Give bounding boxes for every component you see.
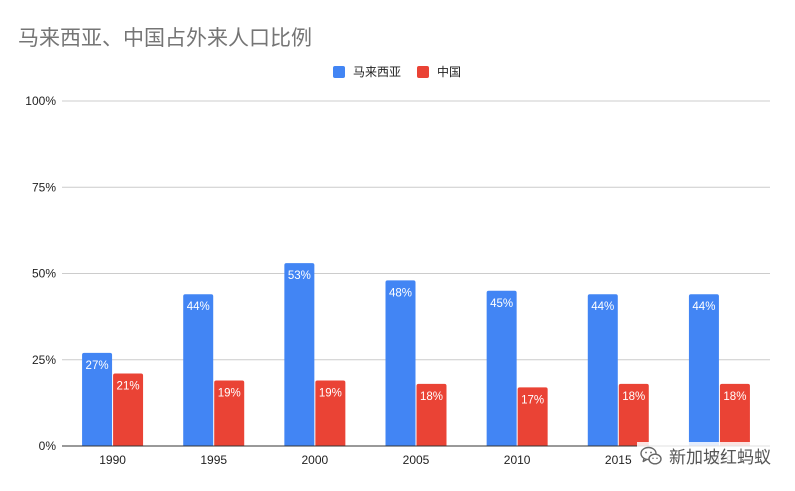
bar <box>688 294 719 446</box>
bar <box>315 380 346 446</box>
chart-title: 马来西亚、中国占外来人口比例 <box>18 26 312 50</box>
y-tick-label: 75% <box>32 180 56 194</box>
data-label: 18% <box>622 391 645 403</box>
legend-swatch <box>333 66 345 78</box>
x-axis-ticks: 1990199520002005201020152019 <box>99 453 733 467</box>
x-tick-label: 2010 <box>504 453 531 467</box>
data-labels: 27% 21% 44% 19% 53% 19% 48% 18% 45% 17% 44% 18% 44% 1… <box>86 270 747 406</box>
data-label: 44% <box>591 301 614 313</box>
y-axis-ticks: 0% 25% 50% 75% 100% <box>25 94 56 453</box>
data-label: 17% <box>521 394 544 406</box>
data-label: 18% <box>723 391 746 403</box>
y-tick-label: 100% <box>25 94 56 108</box>
bar <box>618 383 649 446</box>
bar <box>385 280 416 446</box>
x-tick-label: 2015 <box>605 453 632 467</box>
data-label: 21% <box>117 381 140 393</box>
gridlines <box>62 100 770 361</box>
legend-label: 马来西亚 <box>353 65 401 79</box>
x-tick-label: 1990 <box>99 453 126 467</box>
data-label: 48% <box>389 287 412 299</box>
watermark: 新加坡红蚂蚁 <box>637 442 773 469</box>
bar <box>517 387 548 446</box>
data-label: 45% <box>490 298 513 310</box>
y-tick-label: 25% <box>32 353 56 367</box>
wechat-icon <box>640 446 662 465</box>
legend-swatch <box>417 66 429 78</box>
y-tick-label: 0% <box>39 439 57 453</box>
bar <box>214 380 245 446</box>
data-label: 18% <box>420 391 443 403</box>
watermark-text: 新加坡红蚂蚁 <box>669 448 771 468</box>
bar <box>587 294 618 446</box>
bar <box>82 352 113 446</box>
data-label: 19% <box>319 387 342 399</box>
y-tick-label: 50% <box>32 267 56 281</box>
x-tick-label: 2005 <box>403 453 430 467</box>
legend: 马来西亚 中国 <box>333 64 461 79</box>
bar <box>113 373 144 446</box>
bar <box>284 263 315 446</box>
bar <box>719 383 750 446</box>
bar <box>183 294 214 446</box>
legend-label: 中国 <box>437 64 461 79</box>
data-label: 27% <box>86 360 109 372</box>
x-tick-label: 2000 <box>302 453 329 467</box>
data-label: 19% <box>218 387 241 399</box>
bar <box>486 290 517 446</box>
bar <box>416 383 447 446</box>
bars <box>82 263 750 446</box>
data-label: 44% <box>692 301 715 313</box>
data-label: 53% <box>288 270 311 282</box>
x-tick-label: 1995 <box>200 453 227 467</box>
data-label: 44% <box>187 301 210 313</box>
